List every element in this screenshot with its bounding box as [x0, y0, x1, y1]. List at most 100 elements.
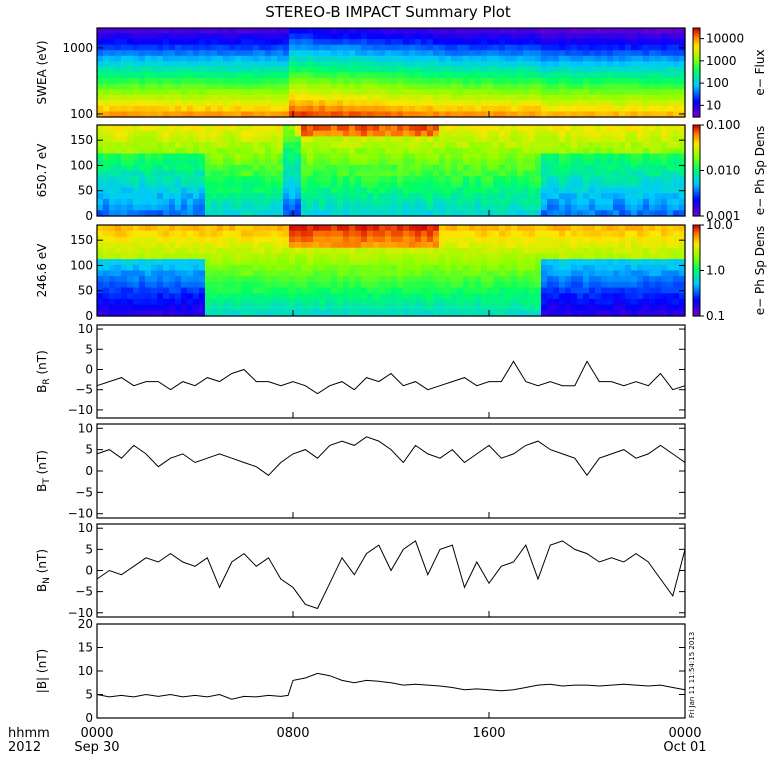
heatmap-cell [469, 66, 476, 74]
heatmap-cell [541, 253, 548, 260]
heatmap-cell [409, 253, 416, 260]
heatmap-cell [565, 176, 572, 183]
heatmap-cell [487, 198, 494, 206]
heatmap-cell [133, 105, 140, 113]
heatmap-cell [337, 105, 344, 113]
heatmap-cell [571, 153, 578, 160]
heatmap-cell [529, 310, 536, 317]
heatmap-cell [655, 276, 662, 283]
heatmap-cell [493, 204, 500, 211]
heatmap-cell [391, 66, 398, 74]
heatmap-cell [661, 187, 668, 194]
heatmap-cell [649, 242, 656, 249]
heatmap-cell [151, 310, 158, 317]
heatmap-cell [295, 89, 302, 96]
heatmap-cell [253, 176, 260, 183]
heatmap-cell [193, 125, 200, 132]
heatmap-cell [271, 276, 278, 283]
heatmap-cell [571, 130, 578, 137]
heatmap-cell [415, 153, 422, 160]
heatmap-cell [409, 225, 416, 232]
heatmap-cell [169, 94, 176, 101]
heatmap-cell [589, 153, 596, 160]
heatmap-cell [577, 264, 584, 272]
heatmap-cell [601, 225, 608, 232]
heatmap-cell [229, 204, 236, 211]
heatmap-cell [109, 142, 116, 149]
heatmap-cell [409, 242, 416, 249]
heatmap-cell [505, 159, 512, 166]
heatmap-cell [103, 170, 110, 177]
heatmap-cell [487, 181, 494, 189]
heatmap-cell [361, 39, 368, 46]
heatmap-cell [631, 50, 638, 57]
heatmap-cell [181, 176, 188, 183]
heatmap-cell [457, 204, 464, 211]
heatmap-cell [481, 164, 488, 172]
heatmap-cell [643, 72, 650, 79]
heatmap-cell [259, 147, 266, 155]
heatmap-cell [127, 170, 134, 177]
heatmap-cell [145, 142, 152, 149]
heatmap-cell [619, 55, 626, 62]
heatmap-cell [319, 210, 326, 217]
heatmap-cell [373, 66, 380, 74]
heatmap-cell [475, 230, 482, 237]
heatmap-cell [535, 130, 542, 137]
heatmap-cell [241, 259, 248, 266]
heatmap-cell [451, 281, 458, 289]
heatmap-cell [619, 204, 626, 211]
heatmap-cell [199, 153, 206, 160]
heatmap-cell [595, 111, 602, 118]
heatmap-cell [655, 83, 662, 90]
heatmap-cell [439, 270, 446, 277]
heatmap-cell [361, 164, 368, 172]
heatmap-cell [625, 28, 632, 35]
heatmap-cell [445, 264, 452, 272]
heatmap-cell [403, 193, 410, 200]
heatmap-cell [571, 44, 578, 51]
heatmap-cell [307, 193, 314, 200]
heatmap-cell [97, 153, 104, 160]
heatmap-cell [355, 264, 362, 272]
heatmap-cell [265, 287, 272, 294]
heatmap-cell [565, 236, 572, 243]
heatmap-cell [469, 253, 476, 260]
heatmap-cell [217, 181, 224, 189]
heatmap-cell [283, 142, 290, 149]
heatmap-cell [139, 55, 146, 62]
heatmap-cell [445, 187, 452, 194]
heatmap-cell [397, 210, 404, 217]
heatmap-cell [175, 170, 182, 177]
heatmap-cell [583, 176, 590, 183]
heatmap-cell [463, 125, 470, 132]
heatmap-cell [367, 136, 374, 143]
heatmap-cell [313, 72, 320, 79]
heatmap-cell [547, 270, 554, 277]
heatmap-cell [361, 310, 368, 317]
heatmap-cell [367, 193, 374, 200]
heatmap-cell [643, 210, 650, 217]
heatmap-cell [661, 164, 668, 172]
heatmap-cell [397, 276, 404, 283]
heatmap-cell [583, 264, 590, 272]
heatmap-cell [625, 50, 632, 57]
heatmap-cell [103, 276, 110, 283]
heatmap-cell [445, 276, 452, 283]
colorbar-segment [693, 213, 700, 217]
heatmap-cell [643, 83, 650, 90]
heatmap-cell [595, 159, 602, 166]
heatmap-cell [193, 164, 200, 172]
heatmap-cell [205, 55, 212, 62]
heatmap-cell [397, 193, 404, 200]
heatmap-cell [145, 159, 152, 166]
heatmap-cell [307, 164, 314, 172]
heatmap-cell [589, 105, 596, 113]
heatmap-cell [109, 287, 116, 294]
heatmap-cell [535, 204, 542, 211]
heatmap-cell [367, 204, 374, 211]
heatmap-cell [199, 94, 206, 101]
heatmap-cell [313, 193, 320, 200]
heatmap-cell [583, 193, 590, 200]
heatmap-cell [301, 89, 308, 96]
